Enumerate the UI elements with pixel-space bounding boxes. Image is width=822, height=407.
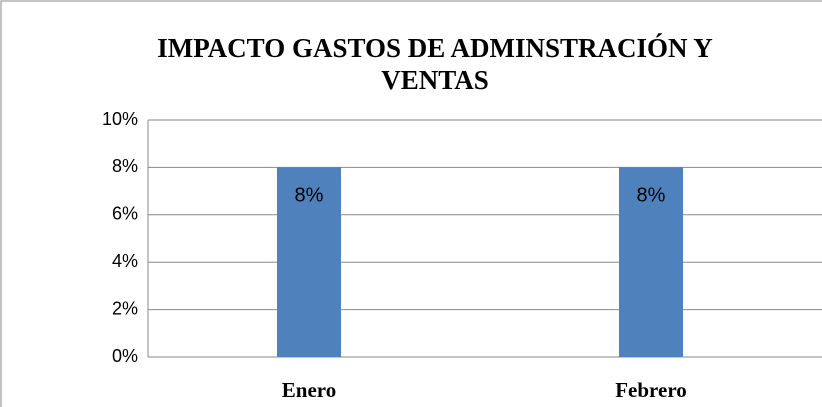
y-tick-label: 4% <box>112 251 138 271</box>
bar <box>277 167 341 357</box>
chart-title: IMPACTO GASTOS DE ADMINSTRACIÓN Y VENTAS <box>157 33 713 95</box>
y-tick-label: 8% <box>112 156 138 176</box>
x-tick-label: Enero <box>282 378 336 402</box>
value-label: 8% <box>295 185 324 207</box>
y-tick-label: 2% <box>112 298 138 318</box>
y-tick-label: 10% <box>102 109 138 129</box>
y-tick-label: 0% <box>112 346 138 366</box>
y-tick-label: 6% <box>112 204 138 224</box>
x-tick-label: Febrero <box>615 378 687 402</box>
bar <box>619 167 683 357</box>
value-label: 8% <box>637 185 666 207</box>
